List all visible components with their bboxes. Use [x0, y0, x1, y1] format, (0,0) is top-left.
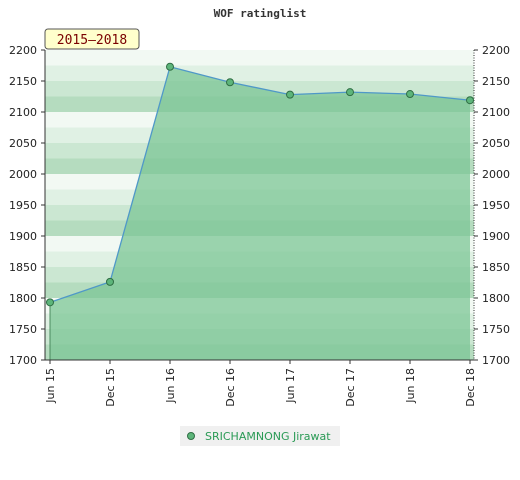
- y-tick-label-left: 1850: [9, 261, 37, 274]
- background-band: [45, 50, 474, 66]
- data-point: [226, 78, 234, 87]
- y-tick-label-right: 2150: [482, 75, 510, 88]
- y-tick-label-left: 1800: [9, 292, 37, 305]
- data-points: [46, 62, 474, 307]
- legend-series-label: SRICHAMNONG Jirawat: [205, 430, 331, 443]
- data-point: [406, 90, 414, 99]
- y-tick-label-left: 1700: [9, 354, 37, 367]
- y-tick-label-right: 1700: [482, 354, 510, 367]
- y-axis-left: 1700 1750 1800 1850 1900 1950 2000 2050 2100 2150…: [9, 44, 45, 367]
- x-tick-label: Jun 16: [164, 368, 177, 404]
- y-tick-label-left: 2100: [9, 106, 37, 119]
- data-point: [106, 277, 114, 286]
- data-point: [46, 298, 54, 307]
- x-tick-label: Dec 16: [224, 368, 237, 407]
- series-area: [50, 66, 470, 361]
- data-point: [466, 96, 474, 105]
- y-tick-label-left: 2150: [9, 75, 37, 88]
- y-tick-label-right: 2200: [482, 44, 510, 57]
- y-tick-label-right: 1950: [482, 199, 510, 212]
- series-line: [49, 65, 471, 303]
- y-tick-label-left: 2000: [9, 168, 37, 181]
- y-tick-label-left: 1900: [9, 230, 37, 243]
- y-tick-label-right: 2050: [482, 137, 510, 150]
- x-tick-label: Jun 18: [404, 368, 417, 404]
- legend-box: [180, 426, 340, 446]
- y-tick-label-right: 2100: [482, 106, 510, 119]
- area-fill: [49, 65, 471, 361]
- x-tick-label: Jun 17: [284, 368, 297, 404]
- x-tick-label: Jun 15: [44, 368, 57, 404]
- chart-title: WOF ratinglist: [214, 7, 307, 20]
- legend-marker: [187, 432, 195, 440]
- background-band: [45, 65, 474, 81]
- y-tick-label-right: 1900: [482, 230, 510, 243]
- y-tick-label-left: 2050: [9, 137, 37, 150]
- y-tick-label-left: 1750: [9, 323, 37, 336]
- x-axis: Jun 15 Dec 15 Jun 16 Dec 16 Jun 17 Dec 17 Jun …: [44, 360, 477, 407]
- data-point: [346, 88, 354, 97]
- y-tick-label-left: 2200: [9, 44, 37, 57]
- y-tick-label-right: 1750: [482, 323, 510, 336]
- legend[interactable]: SRICHAMNONG Jirawat: [180, 426, 340, 446]
- data-point: [286, 90, 294, 99]
- period-badge: 2015–2018: [44, 28, 140, 50]
- data-point: [166, 62, 174, 71]
- period-badge-box: [44, 28, 140, 50]
- y-axis-right: 1700 1750 1800 1850 1900 1950 2000 2050 2100 2150…: [474, 44, 510, 367]
- x-tick-label: Dec 17: [344, 368, 357, 407]
- y-tick-label-left: 1950: [9, 199, 37, 212]
- y-tick-label-right: 1800: [482, 292, 510, 305]
- y-tick-label-right: 1850: [482, 261, 510, 274]
- x-tick-label: Dec 15: [104, 368, 117, 407]
- y-tick-label-right: 2000: [482, 168, 510, 181]
- period-badge-label: 2015–2018: [57, 33, 127, 48]
- x-tick-label: Dec 18: [464, 368, 477, 407]
